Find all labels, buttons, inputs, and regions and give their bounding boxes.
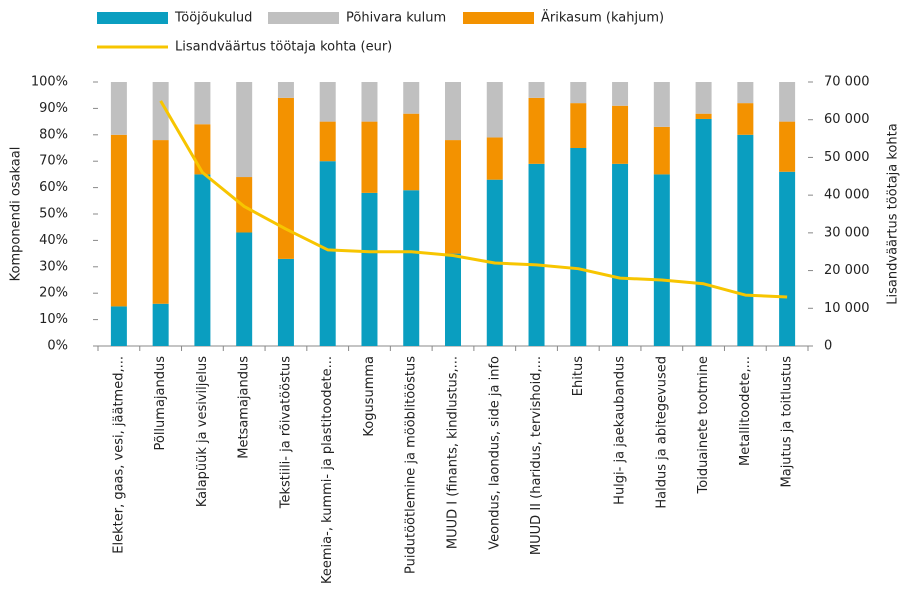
y2-tick-label: 50 000 <box>824 150 870 165</box>
bar <box>361 121 378 193</box>
legend-swatch <box>97 12 168 24</box>
bar <box>361 192 378 346</box>
y-tick-label: 70% <box>39 154 68 169</box>
bar <box>152 82 169 141</box>
bar <box>570 103 587 148</box>
bar <box>403 82 420 114</box>
y-tick-label: 0% <box>47 339 68 354</box>
y2-tick-label: 30 000 <box>824 225 870 240</box>
bar <box>194 174 211 346</box>
y-tick-label: 40% <box>39 233 68 248</box>
bar <box>445 253 461 346</box>
y-tick-label: 100% <box>31 75 68 90</box>
x-tick-label: Ehitus <box>571 356 586 396</box>
bar <box>653 82 670 127</box>
y2-tick-label: 10 000 <box>824 301 870 316</box>
bar <box>277 97 294 259</box>
bar <box>445 82 461 141</box>
bar <box>194 124 211 175</box>
bar <box>695 113 712 119</box>
bar <box>277 258 294 346</box>
bar <box>403 190 420 346</box>
y-tick-label: 30% <box>39 259 68 274</box>
x-tick-label: Metsamajandus <box>237 356 252 459</box>
bar <box>319 161 336 346</box>
bar <box>361 82 378 122</box>
legend-label: Ärikasum (kahjum) <box>541 10 664 26</box>
bar <box>486 137 503 180</box>
x-tick-label: Hulgi- ja jaekaubandus <box>613 356 628 505</box>
legend-label: Põhivara kulum <box>346 11 446 26</box>
legend-swatch <box>268 12 339 24</box>
y-tick-label: 50% <box>39 207 68 222</box>
x-tick-label: Elekter, gaas, vesi, jäätmed,... <box>111 356 126 554</box>
bar <box>737 103 754 135</box>
y2-tick-label: 60 000 <box>824 112 870 127</box>
bar <box>779 121 796 172</box>
x-tick-label: Kalapüük ja vesiviljelus <box>195 356 210 507</box>
bar <box>277 82 294 98</box>
line <box>159 100 788 299</box>
x-tick-label: Kogusumma <box>362 356 377 437</box>
x-tick-label: Toiduainete tootmine <box>696 356 711 494</box>
bar <box>779 82 796 122</box>
bar <box>737 134 754 346</box>
legend-label: Lisandväärtus töötaja kohta (eur) <box>175 40 392 55</box>
y2-tick-label: 0 <box>824 339 832 354</box>
y2-tick-label: 20 000 <box>824 263 870 278</box>
x-tick-label: Majutus ja toitlustus <box>780 356 795 488</box>
bar <box>528 163 545 346</box>
bar <box>110 134 127 307</box>
bar <box>570 148 587 346</box>
bar <box>653 126 670 175</box>
bar <box>319 121 336 162</box>
bar <box>403 113 420 191</box>
y-tick-label: 80% <box>39 127 68 142</box>
bar <box>236 232 253 346</box>
x-tick-label: Tekstiili- ja rõivatööstus <box>278 356 293 510</box>
y2-axis-title: Lisandväärtus töötaja kohta <box>886 123 901 304</box>
y-tick-label: 60% <box>39 180 68 195</box>
x-tick-label: Veondus, laondus, side ja info <box>487 356 502 550</box>
bar <box>695 118 712 347</box>
bar <box>445 140 461 254</box>
x-tick-label: MUUD II (haridus, tervishoid,... <box>529 356 544 555</box>
bar <box>612 163 629 346</box>
legend-label: Tööjõukulud <box>174 11 252 26</box>
bar <box>110 82 127 135</box>
y2-tick-label: 40 000 <box>824 188 870 203</box>
bar <box>319 82 336 122</box>
legend-swatch <box>463 12 534 24</box>
y-tick-label: 90% <box>39 101 68 116</box>
bar <box>110 306 127 346</box>
bar <box>528 82 545 98</box>
bar <box>695 82 712 114</box>
x-tick-label: Haldus ja abitegevused <box>654 356 669 509</box>
bar <box>194 82 211 125</box>
bar <box>152 140 169 304</box>
bar <box>653 174 670 346</box>
y2-tick-label: 70 000 <box>824 75 870 90</box>
bar <box>570 82 587 104</box>
bar <box>779 171 796 346</box>
x-tick-label: Keemia-, kummi- ja plastitoodete... <box>320 356 335 584</box>
bar <box>486 82 503 138</box>
bar <box>737 82 754 104</box>
x-tick-label: Metallitoodete,... <box>738 356 753 466</box>
bar <box>612 82 629 106</box>
x-tick-label: Põllumajandus <box>153 356 168 451</box>
y-tick-label: 20% <box>39 286 68 301</box>
bar <box>152 303 169 346</box>
y-tick-label: 10% <box>39 312 68 327</box>
bar <box>612 105 629 164</box>
x-tick-label: Puidutöötlemine ja mööblitööstus <box>404 356 419 574</box>
y-axis-title: Komponendi osakaal <box>9 147 24 282</box>
x-tick-label: MUUD I (finants, kindlustus,... <box>446 356 461 549</box>
bar <box>236 82 253 178</box>
bar <box>528 97 545 164</box>
